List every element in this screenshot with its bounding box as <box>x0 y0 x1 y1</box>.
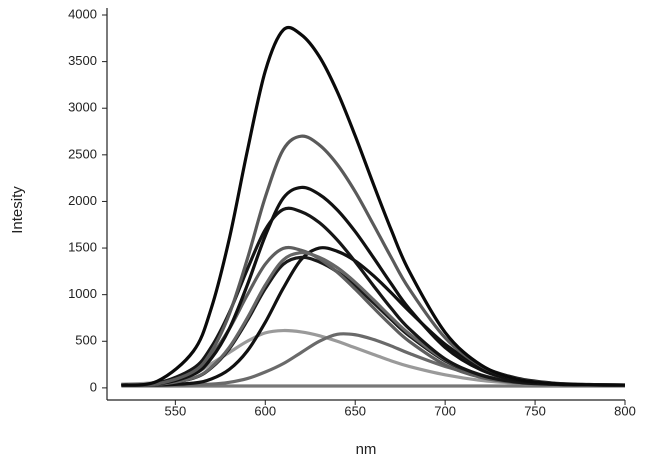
x-tick-label: 750 <box>524 403 546 418</box>
x-tick-label: 550 <box>164 403 186 418</box>
y-tick-label: 2000 <box>68 193 97 208</box>
y-tick-label: 4000 <box>68 6 97 21</box>
x-tick-label: 700 <box>434 403 456 418</box>
x-axis-label: nm <box>356 441 377 458</box>
y-tick-label: 1000 <box>68 286 97 301</box>
y-tick-label: 2500 <box>68 146 97 161</box>
x-tick-label: 800 <box>614 403 636 418</box>
x-tick-label: 600 <box>254 403 276 418</box>
x-tick-label: 650 <box>344 403 366 418</box>
y-tick-label: 3500 <box>68 53 97 68</box>
y-tick-label: 1500 <box>68 239 97 254</box>
background <box>0 0 645 465</box>
y-tick-label: 500 <box>75 333 97 348</box>
y-tick-label: 0 <box>90 379 97 394</box>
y-tick-label: 3000 <box>68 100 97 115</box>
chart: nm Intesity 0 500 1000 1500 2000 2500 3000 3500… <box>0 0 645 465</box>
y-axis-label: Intesity <box>9 186 26 234</box>
